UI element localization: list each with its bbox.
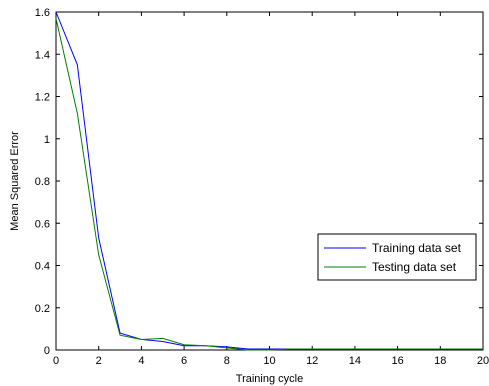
- x-tick-label: 6: [181, 355, 187, 367]
- y-tick-label: 0: [44, 345, 50, 357]
- x-tick-label: 10: [263, 355, 275, 367]
- x-tick-label: 18: [434, 355, 446, 367]
- x-tick-label: 2: [96, 355, 102, 367]
- legend: Training data set Testing data set: [317, 233, 477, 281]
- x-tick-label: 20: [477, 355, 489, 367]
- x-tick-label: 4: [138, 355, 144, 367]
- plot-area: [55, 11, 484, 351]
- x-tick-label: 16: [391, 355, 403, 367]
- legend-label: Training data set: [372, 241, 462, 255]
- x-tick-label: 8: [224, 355, 230, 367]
- y-tick-label: 0.4: [35, 261, 50, 273]
- y-tick-label: 0.6: [35, 218, 50, 230]
- x-tick-label: 0: [53, 355, 59, 367]
- tick-group: 0 2 4 6 8 10 12 14 16 18 20 0 0.2 0.4 0.6 0.8 1 1.2 1.4 1.6: [35, 7, 489, 367]
- legend-label: Testing data set: [372, 260, 457, 274]
- y-tick-label: 1.4: [35, 49, 50, 61]
- x-tick-label: 14: [349, 355, 361, 367]
- series-line-1: [55, 18, 483, 351]
- legend-box: [317, 233, 477, 281]
- series-group: [55, 11, 483, 351]
- x-axis-label: Training cycle: [236, 373, 303, 385]
- x-tick-label: 12: [306, 355, 318, 367]
- y-tick-label: 0.2: [35, 303, 50, 315]
- y-tick-label: 1.6: [35, 7, 50, 19]
- y-tick-label: 1.2: [35, 92, 50, 104]
- y-axis-label: Mean Squared Error: [9, 131, 21, 231]
- y-tick-label: 1: [44, 134, 50, 146]
- y-tick-label: 0.8: [35, 176, 50, 188]
